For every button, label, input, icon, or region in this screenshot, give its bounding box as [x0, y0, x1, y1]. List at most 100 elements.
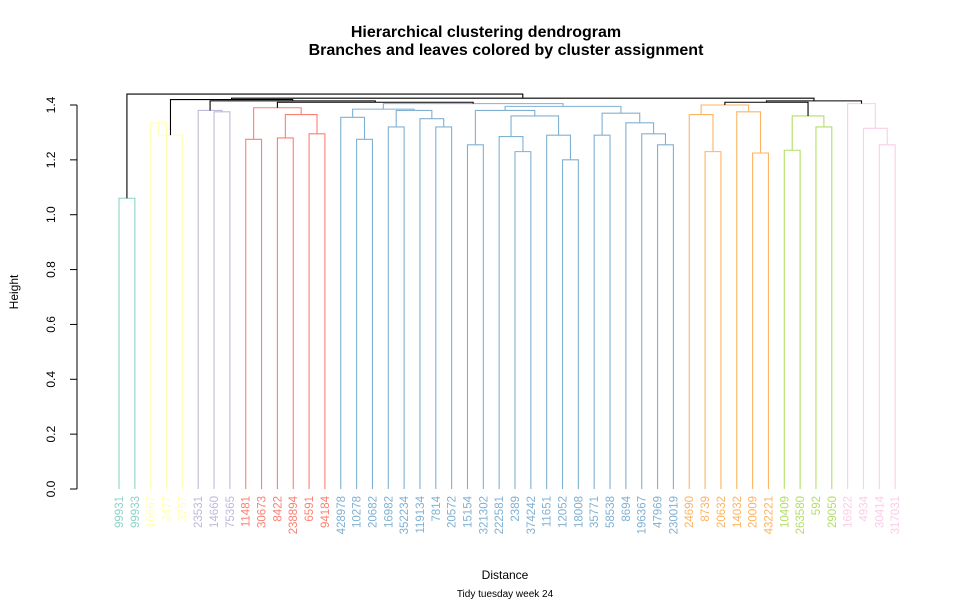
- leaf-label: 20572: [447, 496, 459, 528]
- leaf-label: 2389: [510, 496, 522, 522]
- dendrogram-branch: [641, 133, 667, 489]
- leaf-label: 7814: [431, 495, 443, 521]
- y-tick-label: 0.4: [44, 371, 58, 388]
- leaf-label: 14660: [209, 496, 221, 528]
- leaf-label: 3757: [177, 496, 189, 522]
- dendrogram-branch: [791, 115, 825, 151]
- chart-caption: Tidy tuesday week 24: [457, 589, 554, 600]
- dendrogram-branch: [435, 126, 453, 489]
- dendrogram-links: [118, 93, 896, 489]
- dendrogram-branch: [466, 144, 484, 489]
- leaf-label: 238894: [288, 495, 300, 534]
- leaf-label: 16922: [843, 496, 855, 528]
- leaf-label: 374242: [526, 496, 538, 534]
- dendrogram-branch: [815, 126, 833, 489]
- dendrogram-branch: [253, 107, 302, 140]
- dendrogram-branch: [688, 114, 714, 489]
- leaf-label: 20682: [367, 496, 379, 528]
- leaf-label: 30673: [257, 496, 269, 528]
- dendrogram-branch: [150, 122, 168, 489]
- leaf-label: 24690: [684, 496, 696, 528]
- dendrogram-branch: [593, 134, 611, 489]
- leaf-label: 6591: [304, 496, 316, 522]
- leaf-label: 432221: [763, 496, 775, 534]
- dendrogram-branch: [752, 152, 769, 489]
- dendrogram-branch: [625, 122, 655, 489]
- dendrogram-branch: [704, 151, 722, 489]
- dendrogram-branch: [783, 149, 801, 489]
- leaf-label: 11651: [542, 496, 554, 527]
- dendrogram-branch: [158, 122, 183, 489]
- leaf-label: 29050: [827, 496, 839, 528]
- dendrogram-branch: [382, 103, 564, 110]
- leaf-label: 263580: [795, 496, 807, 534]
- leaf-label: 10278: [352, 496, 364, 528]
- leaf-label: 222581: [494, 496, 506, 534]
- y-tick-label: 1.4: [44, 96, 58, 113]
- dendrogram-branch: [504, 105, 622, 114]
- leaf-label: 196367: [637, 496, 649, 534]
- dendrogram-branch: [510, 115, 560, 137]
- dendrogram-branch: [245, 138, 263, 489]
- leaf-label: 35771: [589, 496, 601, 528]
- dendrogram-branch: [724, 101, 809, 116]
- dendrogram-branch: [700, 104, 750, 115]
- leaf-label: 58538: [605, 496, 617, 528]
- dendrogram-branch: [213, 111, 231, 489]
- dendrogram-branch: [657, 144, 674, 489]
- y-tick-label: 1.0: [44, 206, 58, 223]
- leaf-label: 30414: [874, 495, 886, 528]
- dendrogram-branch: [276, 137, 294, 489]
- y-tick-label: 1.2: [44, 151, 58, 168]
- leaf-label: 119134: [415, 495, 427, 533]
- leaf-label: 20009: [748, 496, 760, 528]
- leaf-label: 2477: [162, 496, 174, 522]
- y-tick-label: 0.6: [44, 316, 58, 333]
- dendrogram-branch: [862, 127, 888, 489]
- chart-subtitle: Branches and leaves colored by cluster a…: [309, 42, 704, 59]
- leaf-label: 8422: [272, 496, 284, 522]
- dendrogram-branch: [231, 97, 815, 101]
- y-tick-label: 0.0: [44, 480, 58, 497]
- dendrogram-branch: [878, 144, 896, 489]
- dendrogram-branch: [209, 100, 376, 111]
- leaf-label: 8694: [621, 495, 633, 521]
- leaf-label: 592: [811, 496, 823, 515]
- leaf-labels: 99931 99933 16667 2477 3757 23531 14660 75365 11…: [114, 495, 902, 534]
- leaf-label: 18008: [573, 496, 585, 528]
- leaf-label: 4934: [858, 495, 870, 521]
- leaf-label: 23531: [193, 496, 205, 528]
- dendrogram-branch: [601, 112, 641, 136]
- dendrogram-branch: [419, 118, 445, 489]
- dendrogram-branch: [561, 159, 579, 489]
- chart-title: Hierarchical clustering dendrogram: [351, 24, 621, 41]
- leaf-label: 16667: [146, 496, 158, 528]
- leaf-label: 10409: [779, 496, 791, 528]
- leaf-label: 230019: [668, 496, 680, 534]
- leaf-label: 12052: [558, 496, 570, 528]
- dendrogram-branch: [126, 93, 524, 199]
- leaf-label: 14032: [732, 496, 744, 528]
- dendrogram-branch: [546, 134, 571, 489]
- dendrogram-branch: [736, 111, 762, 489]
- leaf-label: 8739: [700, 496, 712, 522]
- dendrogram-branch: [387, 126, 405, 489]
- dendrogram-branch: [169, 98, 294, 136]
- y-tick-label: 0.8: [44, 261, 58, 278]
- dendrogram-branch: [765, 100, 863, 104]
- leaf-label: 15154: [462, 495, 474, 528]
- dendrogram-branch: [118, 197, 136, 489]
- dendrogram-branch: [474, 109, 536, 145]
- leaf-label: 317031: [890, 496, 902, 534]
- dendrogram-branch: [197, 109, 223, 489]
- dendrogram-branch: [847, 103, 876, 489]
- dendrogram-branch: [340, 116, 366, 489]
- leaf-label: 428978: [336, 496, 348, 534]
- dendrogram-branch: [395, 109, 433, 127]
- dendrogram-branch: [356, 138, 373, 489]
- y-axis: 0.0 0.2 0.4 0.6 0.8 1.0 1.2 1.4: [44, 96, 78, 497]
- leaf-label: 94184: [320, 495, 332, 528]
- leaf-label: 99931: [114, 496, 126, 528]
- y-axis-label: Height: [7, 274, 21, 309]
